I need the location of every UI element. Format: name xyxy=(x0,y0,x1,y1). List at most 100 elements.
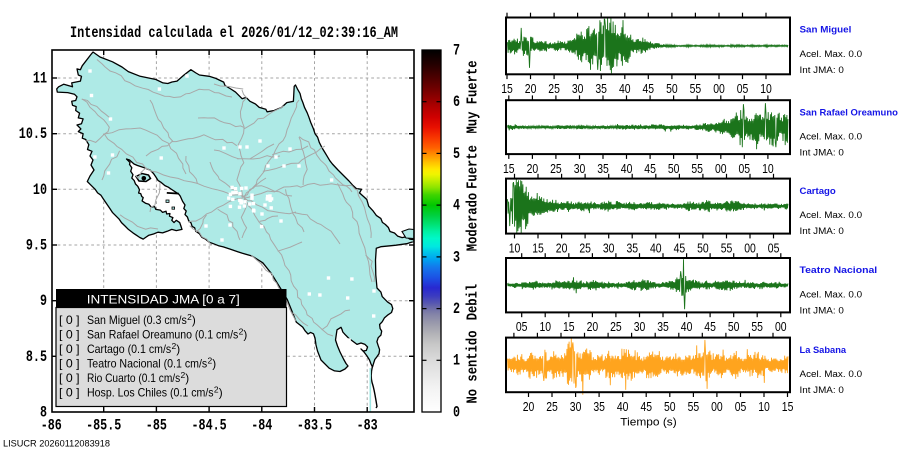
svg-text:20: 20 xyxy=(587,320,599,334)
svg-text:-85: -85 xyxy=(146,417,167,435)
svg-text:50: 50 xyxy=(668,162,680,176)
svg-text:35: 35 xyxy=(593,400,605,414)
svg-text:30: 30 xyxy=(572,82,584,96)
svg-text:05: 05 xyxy=(737,82,749,96)
svg-text:Hosp. Los Chiles (0.1 cm/s: Hosp. Los Chiles (0.1 cm/s xyxy=(87,387,214,400)
svg-text:Int JMA: 0: Int JMA: 0 xyxy=(800,305,844,316)
svg-text:Rio Cuarto (0.1 cm/s: Rio Cuarto (0.1 cm/s xyxy=(87,372,180,385)
svg-text:10: 10 xyxy=(33,181,47,199)
svg-text:): ) xyxy=(176,343,180,356)
svg-text:45: 45 xyxy=(643,82,655,96)
svg-text:4: 4 xyxy=(453,197,460,215)
svg-text:10: 10 xyxy=(758,400,770,414)
svg-text:40: 40 xyxy=(650,241,662,255)
svg-text:-83: -83 xyxy=(357,417,378,435)
svg-text:San Miguel: San Miguel xyxy=(800,25,852,36)
svg-text:San Miguel (0.3 cm/s: San Miguel (0.3 cm/s xyxy=(87,314,187,327)
svg-text:2: 2 xyxy=(239,327,244,337)
svg-text:): ) xyxy=(185,372,189,385)
svg-text:INTENSIDAD JMA [0 a 7]: INTENSIDAD JMA [0 a 7] xyxy=(87,293,240,307)
svg-text:35: 35 xyxy=(657,320,669,334)
svg-text:55: 55 xyxy=(690,82,702,96)
svg-text:-84.5: -84.5 xyxy=(192,417,227,435)
svg-text:45: 45 xyxy=(674,241,686,255)
svg-text:Teatro Nacional (0.1 cm/s: Teatro Nacional (0.1 cm/s xyxy=(87,358,207,371)
svg-text:00: 00 xyxy=(744,241,756,255)
svg-text:2: 2 xyxy=(214,385,219,395)
svg-text:15: 15 xyxy=(782,400,794,414)
svg-text:40: 40 xyxy=(621,162,633,176)
svg-text:40: 40 xyxy=(617,400,629,414)
svg-text:10: 10 xyxy=(760,82,772,96)
svg-text:2: 2 xyxy=(208,356,213,366)
svg-text:20: 20 xyxy=(525,82,537,96)
svg-text:35: 35 xyxy=(597,162,609,176)
svg-text:Debil: Debil xyxy=(465,284,482,321)
svg-text:15: 15 xyxy=(503,162,515,176)
svg-text:15: 15 xyxy=(563,320,575,334)
svg-text:): ) xyxy=(243,329,247,342)
svg-text:00: 00 xyxy=(713,82,725,96)
svg-text:25: 25 xyxy=(546,400,558,414)
svg-text:25: 25 xyxy=(548,82,560,96)
svg-text:Cartago (0.1 cm/s: Cartago (0.1 cm/s xyxy=(87,343,171,356)
svg-text:-83.5: -83.5 xyxy=(297,417,332,435)
svg-text:55: 55 xyxy=(751,320,763,334)
svg-text:20: 20 xyxy=(556,241,568,255)
svg-text:20: 20 xyxy=(523,400,535,414)
svg-text:La Sabana: La Sabana xyxy=(800,345,847,356)
svg-text:): ) xyxy=(219,387,223,400)
svg-text:Acel. Max. 0.0: Acel. Max. 0.0 xyxy=(800,210,863,221)
svg-text:10.5: 10.5 xyxy=(19,125,47,143)
svg-text:-86: -86 xyxy=(41,417,62,435)
svg-text:Intensidad calculada el 2026/0: Intensidad calculada el 2026/01/12_02:39… xyxy=(70,24,398,42)
svg-text:2: 2 xyxy=(453,300,460,318)
svg-text:San Rafael Oreamuno: San Rafael Oreamuno xyxy=(800,107,899,118)
svg-text:3: 3 xyxy=(453,248,460,266)
svg-text:Fuerte: Fuerte xyxy=(465,145,482,189)
svg-text:5: 5 xyxy=(453,145,460,163)
svg-text:Acel. Max. 0.0: Acel. Max. 0.0 xyxy=(800,49,863,60)
svg-text:Teatro Nacional: Teatro Nacional xyxy=(800,265,878,276)
svg-text:50: 50 xyxy=(697,241,709,255)
svg-text:9: 9 xyxy=(40,292,47,310)
svg-text:15: 15 xyxy=(532,241,544,255)
svg-text:55: 55 xyxy=(688,400,700,414)
svg-text:[ 0 ]: [ 0 ] xyxy=(59,343,80,356)
svg-text:7: 7 xyxy=(453,41,460,59)
svg-text:1: 1 xyxy=(453,352,460,370)
svg-text:2: 2 xyxy=(187,312,192,322)
svg-text:30: 30 xyxy=(570,400,582,414)
svg-text:40: 40 xyxy=(619,82,631,96)
svg-text:25: 25 xyxy=(579,241,591,255)
svg-text:Moderado: Moderado xyxy=(465,193,482,251)
svg-text:-85.5: -85.5 xyxy=(86,417,121,435)
svg-text:Int JMA: 0: Int JMA: 0 xyxy=(800,385,844,396)
svg-text:25: 25 xyxy=(610,320,622,334)
svg-text:Muy Fuerte: Muy Fuerte xyxy=(465,61,482,134)
svg-text:No sentido: No sentido xyxy=(465,331,482,404)
svg-text:25: 25 xyxy=(550,162,562,176)
svg-text:10: 10 xyxy=(509,241,521,255)
svg-text:Cartago: Cartago xyxy=(800,186,836,197)
svg-text:45: 45 xyxy=(704,320,716,334)
svg-text:Int JMA: 0: Int JMA: 0 xyxy=(800,65,844,76)
svg-text:20: 20 xyxy=(527,162,539,176)
svg-text:40: 40 xyxy=(681,320,693,334)
svg-text:6: 6 xyxy=(453,93,460,111)
svg-text:[ 0 ]: [ 0 ] xyxy=(59,372,80,385)
svg-text:8.5: 8.5 xyxy=(26,348,47,366)
svg-text:[ 0 ]: [ 0 ] xyxy=(59,387,80,400)
svg-text:11: 11 xyxy=(33,70,47,88)
svg-text:LISUCR 20260112083918: LISUCR 20260112083918 xyxy=(3,438,110,449)
svg-text:Int JMA: 0: Int JMA: 0 xyxy=(800,226,844,237)
svg-text:05: 05 xyxy=(739,162,751,176)
svg-text:San Rafael Oreamuno (0.1 cm/s: San Rafael Oreamuno (0.1 cm/s xyxy=(87,329,238,342)
svg-text:Acel. Max. 0.0: Acel. Max. 0.0 xyxy=(800,369,863,380)
svg-text:50: 50 xyxy=(664,400,676,414)
svg-text:55: 55 xyxy=(691,162,703,176)
svg-text:0: 0 xyxy=(453,403,460,421)
svg-text:Acel. Max. 0.0: Acel. Max. 0.0 xyxy=(800,132,863,143)
svg-text:10: 10 xyxy=(762,162,774,176)
svg-text:9.5: 9.5 xyxy=(26,237,47,255)
